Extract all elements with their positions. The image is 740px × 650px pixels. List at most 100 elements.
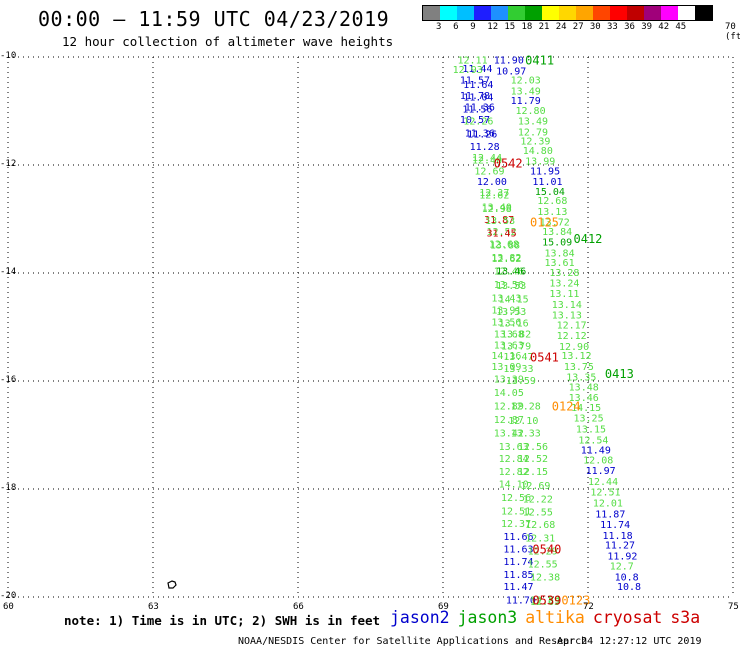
pass-time-label: 0540 — [532, 542, 561, 556]
wave-height-value: 12.52 — [518, 454, 548, 465]
wave-height-value: 12.22 — [523, 495, 553, 506]
wave-height-value: 13.09 — [491, 362, 521, 373]
wave-height-value: 12.90 — [559, 342, 589, 353]
wave-height-value: 12.38 — [530, 572, 560, 583]
colorbar-tick-label: 42 — [658, 22, 670, 32]
legend-jason3: jason3 — [457, 608, 518, 627]
longitude-label: 60 — [3, 602, 14, 612]
wave-height-value: 13.28 — [549, 268, 579, 279]
colorbar-tick-label: 33 — [607, 22, 618, 32]
wave-height-value: 13.39 — [494, 374, 524, 385]
wave-height-value: 12.52 — [487, 227, 517, 238]
wave-height-value: 11.56 — [462, 104, 492, 115]
wave-height-value: 12.69 — [520, 481, 550, 492]
colorbar-tick-label: 24 — [555, 22, 567, 32]
wave-height-value: 13.53 — [485, 216, 515, 227]
wave-height-value: 13.82 — [501, 329, 531, 340]
colorbar-tick-label: 18 — [521, 22, 533, 32]
colorbar-tick-label: 39 — [641, 22, 653, 32]
wave-height-value: 11.90 — [494, 56, 524, 67]
wave-height-value: 13.14 — [552, 300, 582, 311]
wave-height-value: 12.40 — [472, 156, 502, 167]
wave-height-value: 12.62 — [491, 254, 521, 265]
wave-height-value: 11.85 — [503, 570, 533, 581]
wave-height-value: 12.11 — [458, 56, 488, 67]
wave-height-value: 13.53 — [496, 281, 526, 292]
colorbar-swatch — [576, 6, 593, 20]
legend-cryosat: cryosat — [592, 608, 663, 627]
wave-height-value: 13.33 — [511, 428, 541, 439]
wave-height-value: 11.87 — [595, 509, 625, 520]
wave-height-value: 13.13 — [537, 207, 567, 218]
wave-height-value: 13.79 — [501, 341, 531, 352]
pass-time-label: 0123 — [561, 594, 590, 608]
wave-height-value: 12.15 — [518, 467, 548, 478]
wave-height-value: 12.17 — [557, 320, 587, 331]
wave-height-value: 13.56 — [491, 318, 521, 329]
wave-height-value: 10.97 — [496, 67, 526, 78]
wave-height-value: 14.05 — [494, 388, 524, 399]
wave-height-value: 11.66 — [503, 532, 533, 543]
wave-height-value: 12.65 — [530, 597, 560, 608]
longitude-label: 69 — [438, 602, 449, 612]
colorbar-swatch — [491, 6, 508, 20]
wave-height-value: 12.79 — [518, 128, 548, 139]
colorbar-swatch — [440, 6, 457, 20]
wave-height-value: 12.44 — [472, 153, 502, 164]
wave-height-value: 12.59 — [530, 596, 560, 607]
wave-height-value: 13.88 — [490, 240, 520, 251]
wave-height-value: 13.24 — [549, 279, 579, 290]
wave-height-value: 12.56 — [501, 493, 531, 504]
credit-text: NOAA/NESDIS Center for Satellite Applica… — [238, 636, 588, 647]
colorbar-tick-label: 6 — [453, 22, 459, 32]
wave-height-value: 13.75 — [564, 362, 594, 373]
colorbar-swatch — [559, 6, 576, 20]
wave-height-value: 13.42 — [494, 428, 524, 439]
colorbar-swatch — [474, 6, 491, 20]
wave-height-value: 13.63 — [494, 340, 524, 351]
wave-height-value: 13.11 — [549, 289, 579, 300]
wave-height-value: 12.51 — [590, 488, 620, 499]
wave-height-value: 11.36 — [465, 129, 495, 140]
wave-height-value: 11.64 — [463, 80, 493, 91]
wave-height-value: 12.03 — [511, 76, 541, 87]
wave-height-value: 13.68 — [494, 329, 524, 340]
colorbar-swatch — [678, 6, 695, 20]
wave-height-value: 12.7 — [610, 562, 634, 573]
colorbar-tick-label: 36 — [624, 22, 635, 32]
wave-height-value: 13.15 — [576, 425, 606, 436]
wave-height-value: 12.68 — [489, 239, 519, 250]
wave-height-value: 31.45 — [487, 229, 517, 240]
wave-height-value: 13.82 — [491, 253, 521, 264]
colorbar-swatch — [423, 6, 440, 20]
wave-height-value: 11.36 — [465, 103, 495, 114]
wave-height-value: 13.49 — [518, 117, 548, 128]
wave-height-value: 13.84 — [542, 227, 572, 238]
wave-height-value: 14.15 — [571, 403, 601, 414]
wave-height-value: 13.84 — [545, 248, 575, 259]
wave-height-value: 13.12 — [561, 351, 591, 362]
pass-time-label: 0413 — [605, 367, 634, 381]
pass-time-label: 0412 — [574, 232, 603, 246]
colorbar-swatch — [627, 6, 644, 20]
colorbar-swatch — [525, 6, 542, 20]
wave-height-value: 13.46 — [496, 266, 526, 277]
longitude-label: 72 — [583, 602, 594, 612]
page-title: 00:00 – 11:59 UTC 04/23/2019 — [38, 7, 390, 31]
wave-height-value: 12.56 — [518, 442, 548, 453]
wave-height-value: 12.39 — [520, 137, 550, 148]
wave-height-value: 11.27 — [605, 541, 635, 552]
wave-height-value: 12.62 — [479, 191, 509, 202]
wave-height-value: 12.93 — [453, 65, 483, 76]
wave-height-value: 13.13 — [552, 311, 582, 322]
wave-height-value: 10.8 — [615, 572, 639, 583]
island-outline — [167, 580, 177, 589]
wave-height-value: 12.54 — [578, 435, 608, 446]
wave-height-value: 12.01 — [593, 499, 623, 510]
wave-height-value: 12.68 — [525, 520, 555, 531]
satellite-legend: jason2 jason3 altika cryosat s3a — [390, 608, 700, 627]
wave-height-value: 12.84 — [499, 454, 529, 465]
colorbar-unit: 70 (ft) — [725, 22, 740, 42]
